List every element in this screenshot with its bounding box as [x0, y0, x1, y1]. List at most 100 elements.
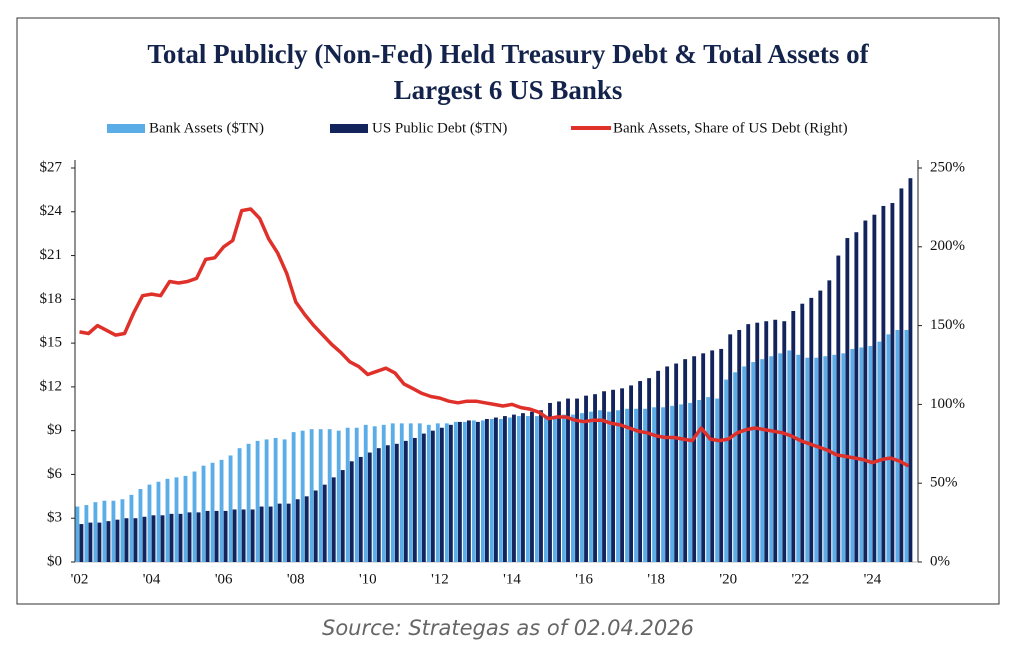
- bar: [363, 424, 368, 562]
- bar: [138, 489, 143, 562]
- chart-title: Total Publicly (Non-Fed) Held Treasury D…: [147, 39, 869, 105]
- y-tick-label: $9: [47, 422, 62, 438]
- bar: [827, 280, 832, 562]
- bar: [120, 499, 125, 562]
- bar: [503, 416, 507, 562]
- x-tick-label: '18: [647, 571, 665, 587]
- bar: [498, 418, 503, 562]
- bar: [859, 347, 864, 562]
- y-tick-label: $12: [40, 378, 63, 394]
- bar: [453, 421, 458, 562]
- bar: [773, 319, 778, 562]
- bar: [534, 416, 539, 562]
- bar: [273, 437, 278, 562]
- bar: [589, 411, 593, 562]
- bar: [598, 410, 602, 562]
- bar: [638, 381, 643, 562]
- y2-tick-label: 50%: [930, 475, 958, 491]
- x-tick-label: '06: [215, 571, 233, 587]
- x-tick-label: '24: [864, 571, 882, 587]
- legend-label: Bank Assets, Share of US Debt (Right): [613, 120, 848, 136]
- bar: [863, 220, 868, 563]
- bar: [764, 321, 769, 562]
- bar: [165, 478, 170, 562]
- y-tick-label: $0: [47, 553, 62, 569]
- bar: [616, 410, 620, 562]
- bar: [340, 470, 345, 562]
- bar: [358, 456, 363, 562]
- bar: [435, 423, 440, 562]
- bar: [525, 416, 530, 562]
- bar: [868, 346, 873, 562]
- bar: [715, 398, 720, 562]
- bar: [228, 455, 233, 562]
- x-tick-label: '12: [431, 571, 449, 587]
- bar: [782, 321, 787, 562]
- bar: [232, 509, 237, 562]
- bar: [192, 471, 197, 562]
- bar: [607, 411, 611, 562]
- y2-tick-label: 100%: [930, 396, 965, 412]
- x-tick-label: '08: [287, 571, 305, 587]
- bar: [706, 397, 711, 562]
- bar: [106, 521, 111, 562]
- bar: [553, 416, 557, 562]
- bar: [372, 426, 377, 562]
- bar: [629, 385, 634, 562]
- bar: [282, 439, 287, 562]
- bar: [724, 379, 729, 562]
- bar: [733, 372, 738, 562]
- bar: [872, 214, 877, 562]
- x-tick-label: '10: [359, 571, 377, 587]
- y-tick-label: $24: [40, 203, 63, 219]
- bar: [674, 363, 679, 562]
- bar: [737, 329, 742, 562]
- bar: [489, 418, 494, 562]
- bar: [751, 362, 756, 562]
- bar: [286, 503, 291, 562]
- bar: [719, 348, 724, 562]
- bar: [796, 354, 801, 562]
- bar: [769, 356, 774, 562]
- bar: [800, 303, 805, 562]
- bar: [895, 329, 900, 562]
- bar: [823, 356, 828, 562]
- bar: [746, 324, 751, 562]
- bar: [295, 499, 300, 562]
- bar: [697, 400, 702, 562]
- bar: [111, 500, 116, 562]
- legend-swatch: [330, 124, 368, 133]
- bar: [818, 290, 823, 562]
- bar: [890, 203, 895, 562]
- bar: [521, 413, 525, 562]
- bar: [836, 255, 841, 563]
- bar: [580, 413, 584, 562]
- bar: [692, 356, 697, 562]
- bar: [322, 484, 327, 562]
- bar: [899, 188, 904, 562]
- bar: [291, 432, 296, 562]
- bar: [196, 512, 201, 562]
- chart-frame: [16, 17, 1000, 605]
- bar: [854, 232, 859, 563]
- bar: [625, 408, 629, 562]
- bar: [214, 510, 219, 562]
- bar: [593, 394, 597, 562]
- bar: [264, 439, 269, 562]
- bar: [904, 329, 909, 562]
- bar: [394, 443, 399, 562]
- bar: [688, 402, 693, 562]
- bar: [219, 459, 224, 562]
- bar: [683, 359, 688, 562]
- bar: [466, 420, 471, 562]
- bar: [886, 334, 891, 562]
- bar: [480, 420, 485, 562]
- bar: [93, 502, 98, 562]
- bar: [566, 398, 570, 562]
- bar: [309, 429, 314, 562]
- bar: [237, 448, 242, 562]
- x-tick-label: '14: [503, 571, 521, 587]
- bar: [530, 411, 534, 562]
- bar: [787, 350, 792, 562]
